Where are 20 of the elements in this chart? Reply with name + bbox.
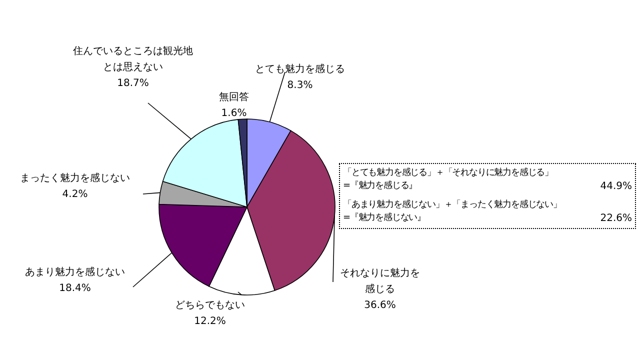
slice-label: あまり魅力を感じない (25, 266, 125, 278)
slice-label: それなりに魅力を感じる (340, 267, 420, 295)
text: 「とても魅力を感じる」＋「それなりに魅力を感じる」 (343, 167, 554, 180)
slice-label: 住んでいるところは観光地とは思えない (73, 45, 193, 73)
text: 44.9% (600, 180, 632, 193)
slice-label: 無回答 (219, 91, 249, 103)
data-label: 8.3% (287, 80, 313, 91)
data-label: 12.2% (194, 316, 226, 327)
text: 22.6% (600, 212, 632, 225)
data-label: 1.6% (221, 108, 247, 119)
text: =『魅力を感じる』 (343, 180, 418, 193)
data-label: 18.4% (59, 283, 91, 294)
data-label: 4.2% (62, 189, 88, 200)
text: 「あまり魅力を感じない」＋「まったく魅力を感じない」 (343, 199, 562, 212)
slice-label: まったく魅力を感じない (20, 172, 130, 184)
slice-label: とても魅力を感じる (255, 63, 345, 75)
slice-label: どちらでもない (175, 300, 245, 311)
text: =『魅力を感じない』 (343, 212, 427, 225)
data-label: 18.7% (117, 78, 149, 89)
data-label: 36.6% (364, 300, 396, 311)
